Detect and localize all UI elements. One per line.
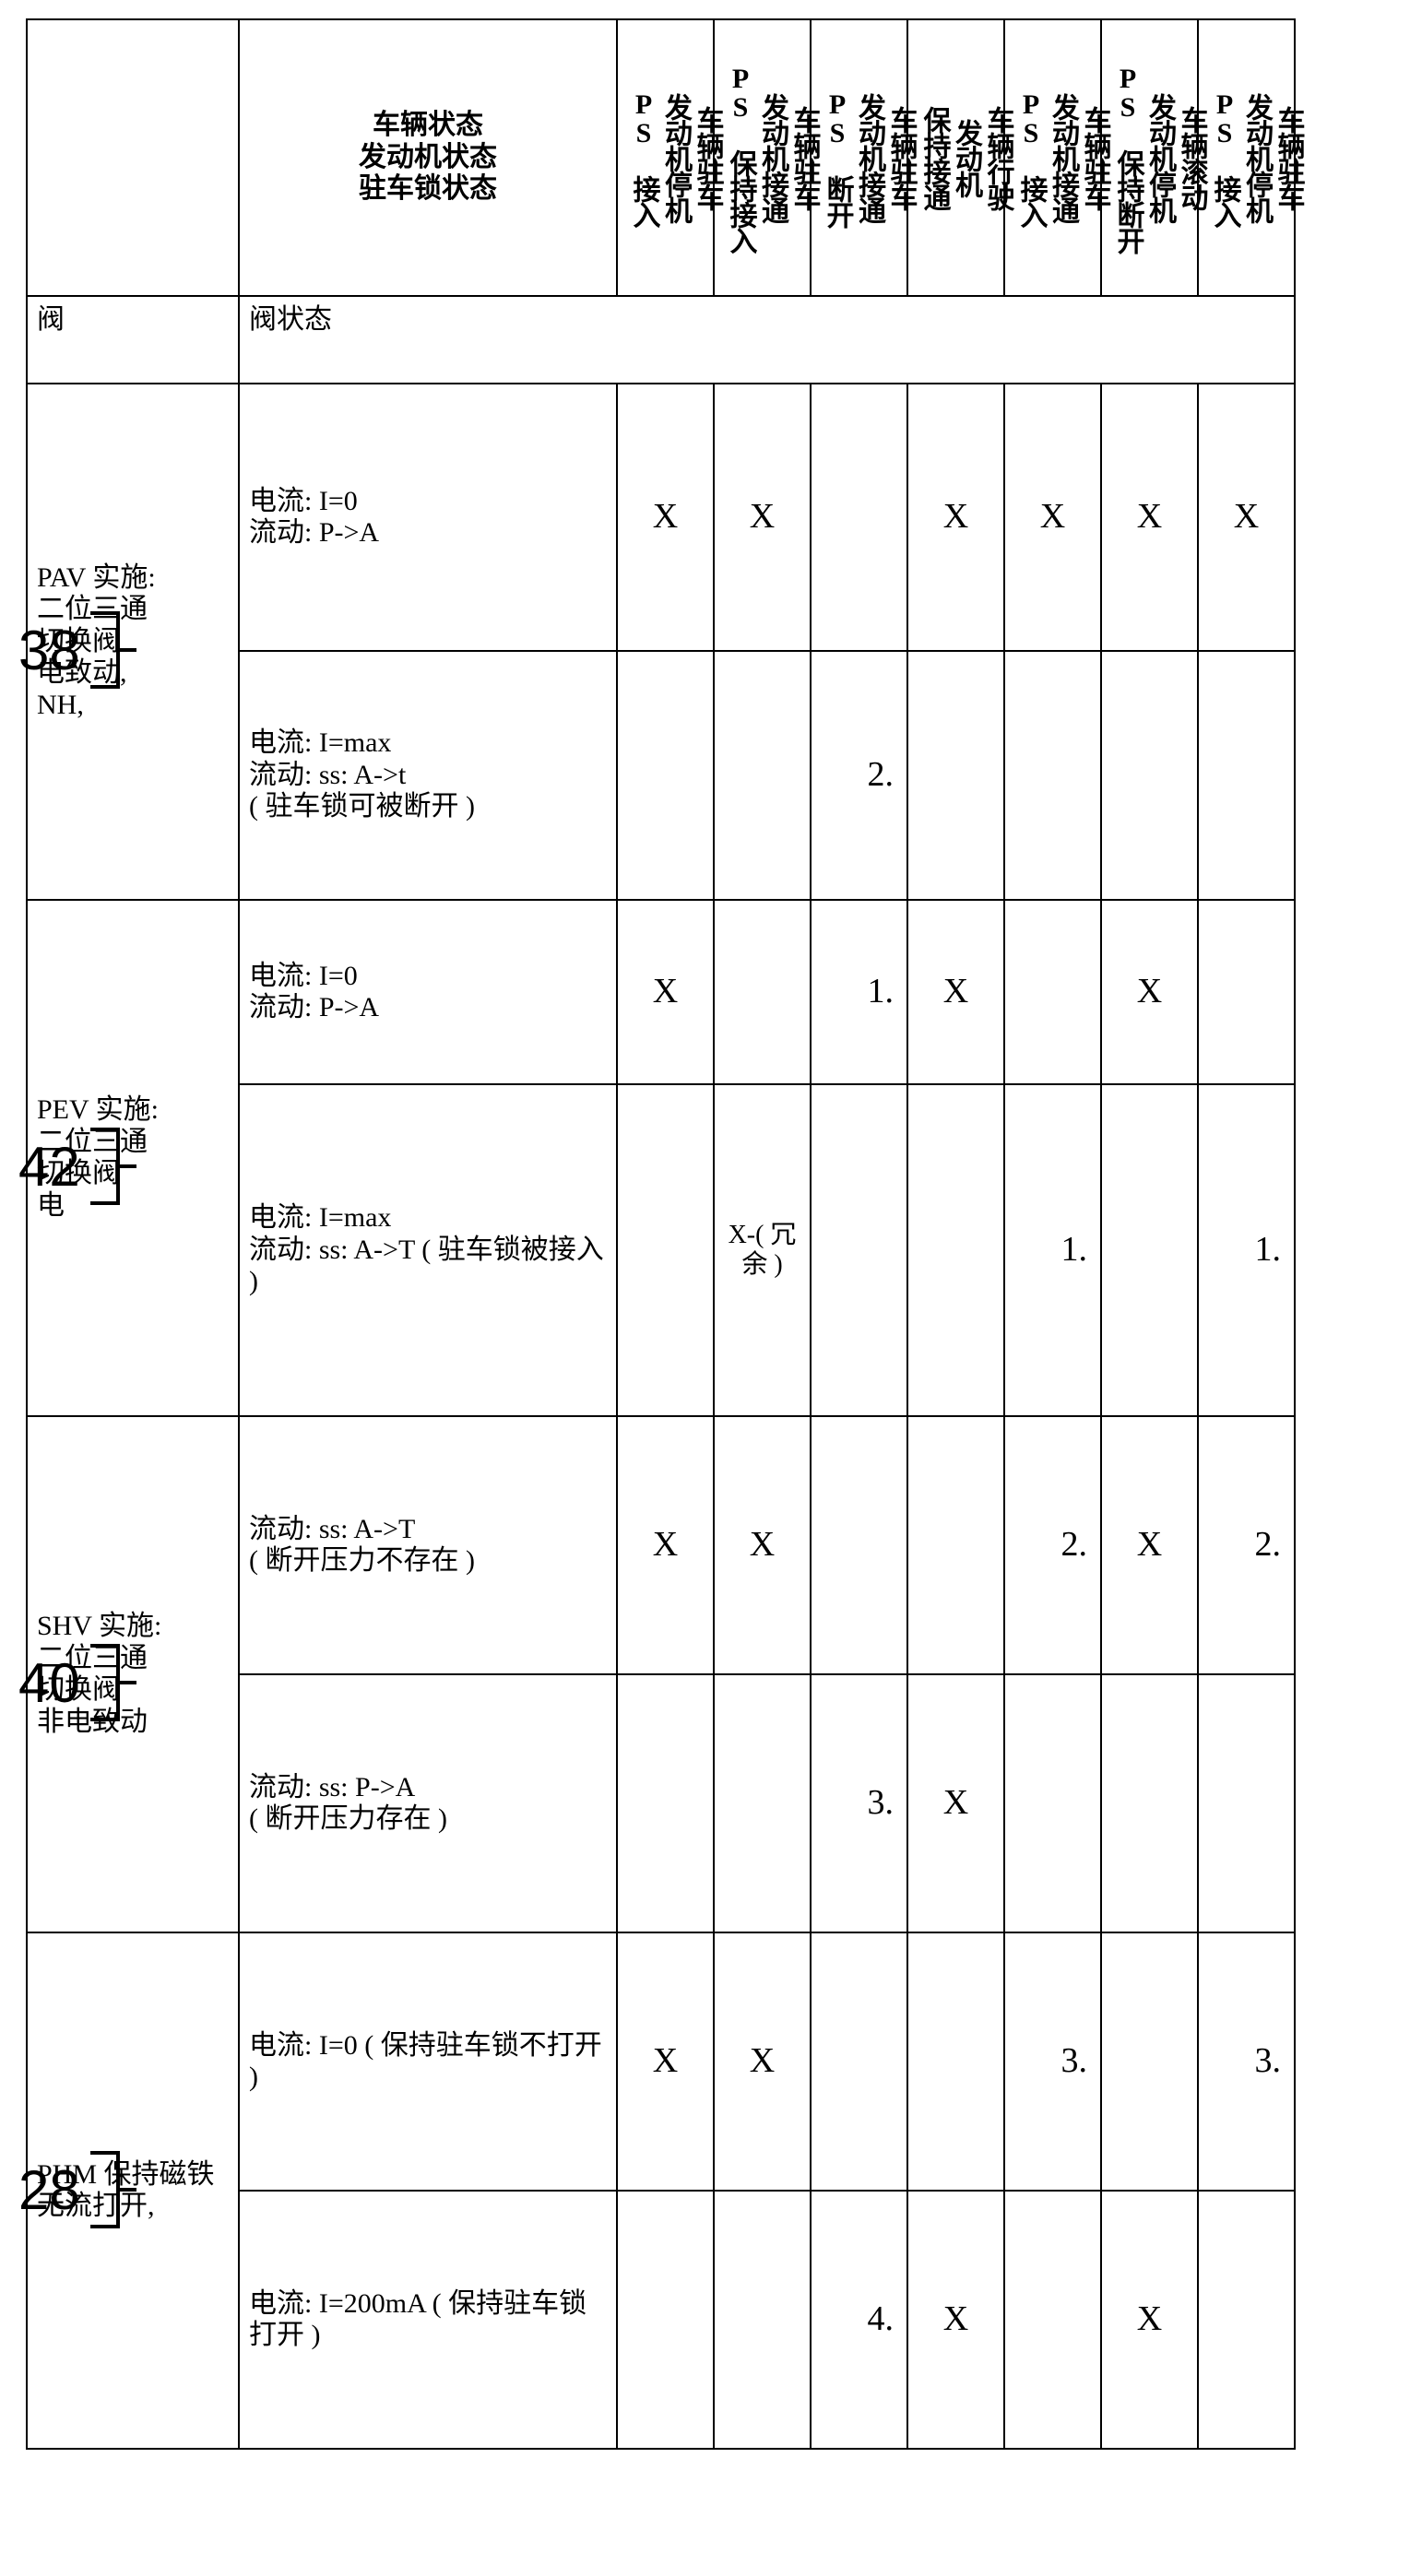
table-cell	[1101, 1932, 1198, 2191]
table-cell: X	[617, 900, 714, 1084]
phm-row-1: PHM 保持磁铁 无流打开, 电流: I=0 ( 保持驻车锁不打开 ) X X …	[27, 1932, 1295, 2191]
table-cell: 1.	[1198, 1084, 1295, 1416]
table-cell: 3.	[811, 1674, 907, 1932]
pev-state-1: 电流: I=0 流动: P->A	[239, 900, 617, 1084]
table-cell	[617, 1674, 714, 1932]
header-blank	[27, 19, 239, 296]
table-cell	[714, 651, 811, 900]
shv-state-2: 流动: ss: P->A ( 断开压力存在 )	[239, 1674, 617, 1932]
table-cell: X	[617, 384, 714, 651]
pev-row-1: PEV 实施: 二位三通 切换阀 电 电流: I=0 流动: P->A X 1.…	[27, 900, 1295, 1084]
table-cell: X-( 冗余 )	[714, 1084, 811, 1416]
header-col-6: 车辆滚动发动机停机PS 保持断开	[1101, 19, 1198, 296]
bracket-icon	[86, 2148, 141, 2231]
header-col-3: 车辆驻车发动机接通PS 断开	[811, 19, 907, 296]
table-cell	[1198, 2191, 1295, 2449]
table-cell: X	[1198, 384, 1295, 651]
table-cell: 2.	[1004, 1416, 1101, 1674]
header-col-5: 车辆驻车发动机接通PS 接入	[1004, 19, 1101, 296]
table-cell	[1101, 1084, 1198, 1416]
pav-state-2: 电流: I=max 流动: ss: A->t ( 驻车锁可被断开 )	[239, 651, 617, 900]
pav-row-1: PAV 实施: 二位三通 切换阀 电致动, NH, 电流: I=0 流动: P-…	[27, 384, 1295, 651]
table-cell: 2.	[1198, 1416, 1295, 1674]
table-cell	[1004, 2191, 1101, 2449]
table-cell: X	[907, 384, 1004, 651]
table-cell: 1.	[811, 900, 907, 1084]
header-col-4: 车辆行驶发动机保持接通	[907, 19, 1004, 296]
table-cell	[1004, 900, 1101, 1084]
table-cell	[1004, 1674, 1101, 1932]
row-label-40: 40	[18, 1641, 141, 1724]
table-cell: X	[1101, 384, 1198, 651]
table-cell	[811, 1932, 907, 2191]
table-cell: X	[1101, 900, 1198, 1084]
phm-state-1: 电流: I=0 ( 保持驻车锁不打开 )	[239, 1932, 617, 2191]
table-cell	[1198, 900, 1295, 1084]
table-cell: X	[907, 2191, 1004, 2449]
table-cell: X	[617, 1416, 714, 1674]
table-cell	[1101, 1674, 1198, 1932]
table-cell: X	[714, 1416, 811, 1674]
table-cell: 1.	[1004, 1084, 1101, 1416]
phm-state-2: 电流: I=200mA ( 保持驻车锁打开 )	[239, 2191, 617, 2449]
label-42-text: 42	[18, 1135, 80, 1199]
table-cell	[907, 1084, 1004, 1416]
table-cell	[1198, 1674, 1295, 1932]
table-cell	[1004, 651, 1101, 900]
table-cell: 3.	[1198, 1932, 1295, 2191]
table-cell: X	[1101, 1416, 1198, 1674]
table-cell: 2.	[811, 651, 907, 900]
header-row: 车辆状态 发动机状态 驻车锁状态 车辆驻车发动机停机PS 接入 车辆驻车发动机接…	[27, 19, 1295, 296]
bracket-icon	[86, 1125, 141, 1208]
table-cell	[1101, 651, 1198, 900]
subhead-valve: 阀	[27, 296, 239, 384]
header-col-2: 车辆驻车发动机接通PS 保持接入	[714, 19, 811, 296]
subhead-valve-state: 阀状态	[239, 296, 1295, 384]
header-state-label: 车辆状态 发动机状态 驻车锁状态	[239, 19, 617, 296]
table-cell	[811, 1416, 907, 1674]
shv-state-1: 流动: ss: A->T ( 断开压力不存在 )	[239, 1416, 617, 1674]
table-cell	[617, 1084, 714, 1416]
pev-state-2: 电流: I=max 流动: ss: A->T ( 驻车锁被接入 )	[239, 1084, 617, 1416]
hdr-l1: 车辆状态	[249, 110, 607, 142]
table-cell	[907, 1416, 1004, 1674]
table-cell: 3.	[1004, 1932, 1101, 2191]
table-cell	[714, 1674, 811, 1932]
table-cell	[714, 2191, 811, 2449]
table-cell	[617, 651, 714, 900]
table-cell: X	[1101, 2191, 1198, 2449]
label-38-text: 38	[18, 619, 80, 682]
table-cell: 4.	[811, 2191, 907, 2449]
row-label-28: 28	[18, 2148, 141, 2231]
valve-state-table: 车辆状态 发动机状态 驻车锁状态 车辆驻车发动机停机PS 接入 车辆驻车发动机接…	[26, 18, 1296, 2450]
label-40-text: 40	[18, 1651, 80, 1715]
table-cell	[617, 2191, 714, 2449]
table-cell	[907, 1932, 1004, 2191]
header-col-1: 车辆驻车发动机停机PS 接入	[617, 19, 714, 296]
subheader-row: 阀 阀状态	[27, 296, 1295, 384]
header-col-7: 车辆驻车发动机停机PS 接入	[1198, 19, 1295, 296]
table-cell: X	[714, 384, 811, 651]
table-cell	[907, 651, 1004, 900]
table-cell	[811, 384, 907, 651]
table-cell: X	[907, 1674, 1004, 1932]
pav-state-1: 电流: I=0 流动: P->A	[239, 384, 617, 651]
table-cell: X	[617, 1932, 714, 2191]
bracket-icon	[86, 1641, 141, 1724]
table-cell	[811, 1084, 907, 1416]
row-label-38: 38	[18, 609, 141, 691]
hdr-l3: 驻车锁状态	[249, 173, 607, 206]
table-cell: X	[714, 1932, 811, 2191]
shv-row-1: SHV 实施: 二位三通 切换阀 非电致动 流动: ss: A->T ( 断开压…	[27, 1416, 1295, 1674]
table-cell	[714, 900, 811, 1084]
bracket-icon	[86, 609, 141, 691]
table-cell	[1198, 651, 1295, 900]
label-28-text: 28	[18, 2158, 80, 2222]
row-label-42: 42	[18, 1125, 141, 1208]
table-cell: X	[1004, 384, 1101, 651]
hdr-l2: 发动机状态	[249, 142, 607, 174]
table-cell: X	[907, 900, 1004, 1084]
